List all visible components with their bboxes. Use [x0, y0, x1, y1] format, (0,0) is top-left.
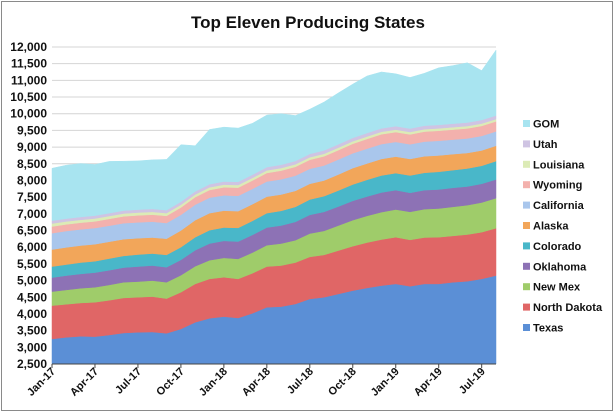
legend-label-gom: GOM [533, 119, 559, 131]
legend-swatch-colorado [523, 242, 530, 250]
legend-swatch-new-mex [523, 283, 530, 291]
y-tick-label: 6,500 [17, 224, 47, 238]
x-tick-label: Jul-19 [457, 366, 488, 397]
x-tick-label: Jul-17 [113, 366, 144, 397]
y-tick-label: 4,000 [17, 307, 47, 321]
x-tick-label: Apr-18 [240, 366, 273, 399]
x-axis-ticks: Jan-17 Apr-17 Jul-17 Oct-17 Jan-18 Apr-18 Jul-… [25, 364, 488, 399]
legend: GOM Utah Louisiana Wyoming California Alaska C… [523, 119, 603, 335]
y-tick-label: 9,500 [17, 123, 47, 137]
y-tick-label: 8,500 [17, 157, 47, 171]
x-tick-label: Oct-18 [326, 366, 359, 399]
legend-label-utah: Utah [533, 139, 558, 151]
legend-label-north-dakota: North Dakota [533, 302, 603, 314]
legend-label-oklahoma: Oklahoma [533, 261, 587, 273]
x-tick-label: Oct-17 [154, 366, 187, 399]
legend-swatch-oklahoma [523, 262, 530, 270]
legend-label-new-mex: New Mex [533, 282, 581, 294]
y-tick-label: 5,500 [17, 257, 47, 271]
y-tick-label: 7,000 [17, 207, 47, 221]
legend-label-colorado: Colorado [533, 241, 582, 253]
legend-swatch-north-dakota [523, 303, 530, 311]
x-tick-label: Jul-18 [285, 366, 316, 397]
series-areas [51, 49, 497, 365]
y-axis-ticks: 2,500 3,000 3,500 4,000 4,500 5,000 5,500 6,000… [10, 40, 47, 371]
x-tick-label: Apr-19 [412, 366, 445, 399]
chart-title: Top Eleven Producing States [191, 13, 425, 32]
y-tick-label: 4,500 [17, 290, 47, 304]
y-tick-label: 5,000 [17, 274, 47, 288]
legend-label-texas: Texas [533, 323, 563, 335]
legend-swatch-alaska [523, 222, 530, 229]
y-tick-label: 10,000 [10, 107, 47, 121]
y-tick-label: 11,500 [11, 57, 47, 71]
legend-swatch-california [523, 201, 530, 209]
legend-label-alaska: Alaska [533, 221, 569, 233]
legend-label-louisiana: Louisiana [533, 159, 585, 171]
x-tick-label: Jan-19 [369, 366, 402, 399]
y-tick-label: 10,500 [10, 90, 47, 104]
legend-swatch-texas [523, 324, 530, 331]
y-tick-label: 12,000 [10, 40, 47, 54]
y-tick-label: 11,000 [11, 73, 47, 87]
legend-label-wyoming: Wyoming [533, 180, 582, 192]
y-tick-label: 3,000 [17, 340, 47, 354]
legend-swatch-wyoming [523, 181, 530, 189]
legend-swatch-utah [523, 140, 530, 148]
area-gom [51, 49, 497, 221]
x-tick-label: Apr-17 [68, 366, 101, 399]
legend-swatch-louisiana [523, 160, 530, 168]
y-tick-label: 6,000 [17, 240, 47, 254]
y-tick-label: 9,000 [17, 140, 47, 154]
y-tick-label: 7,500 [17, 190, 47, 204]
legend-swatch-gom [523, 120, 530, 127]
y-tick-label: 2,500 [17, 357, 47, 371]
x-tick-label: Jan-18 [197, 366, 230, 399]
y-tick-label: 8,000 [17, 173, 47, 187]
y-tick-label: 3,500 [17, 324, 47, 338]
legend-label-california: California [533, 200, 585, 212]
